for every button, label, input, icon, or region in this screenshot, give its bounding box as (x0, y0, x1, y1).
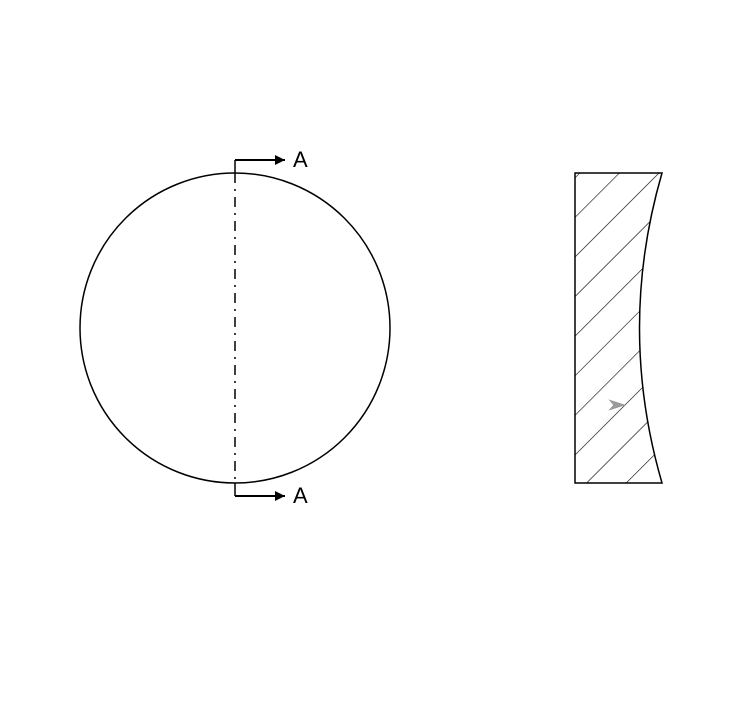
section-label-bottom: A (293, 483, 308, 508)
section-label-top: A (293, 147, 308, 172)
